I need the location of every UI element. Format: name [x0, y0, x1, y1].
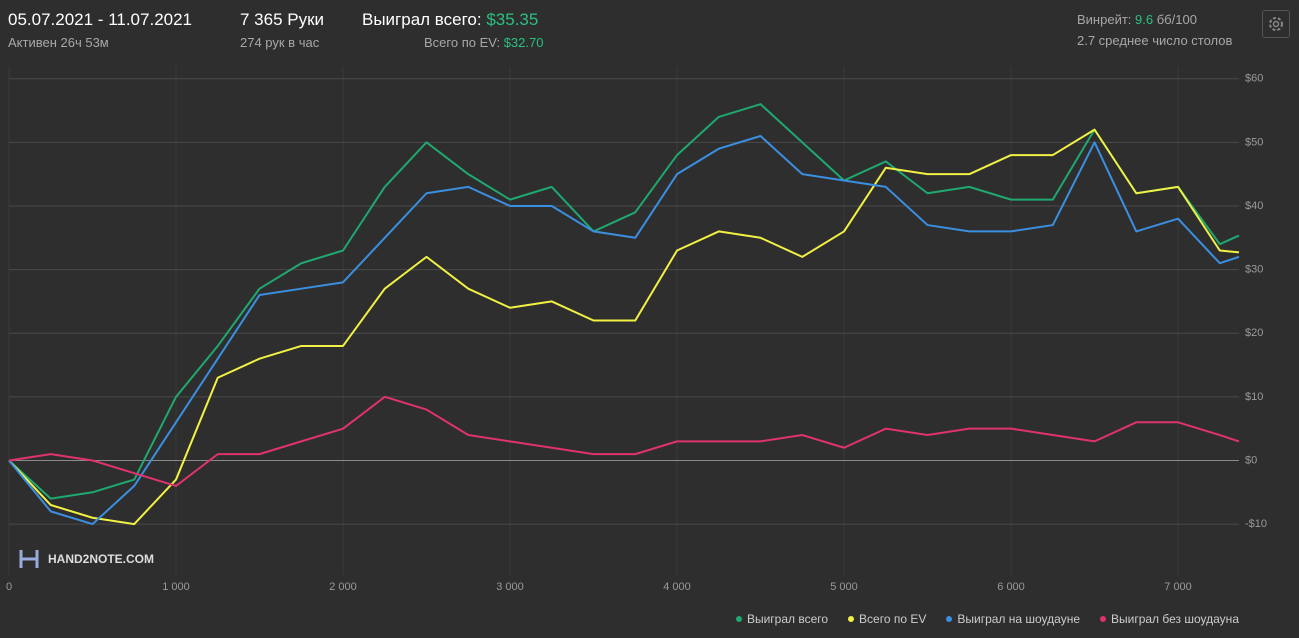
tables: 2.7 среднее число столов — [1077, 33, 1233, 48]
y-tick-label: $10 — [1245, 391, 1263, 403]
x-tick-label: 1 000 — [162, 581, 190, 593]
x-tick-label: 3 000 — [496, 581, 524, 593]
y-tick-label: -$10 — [1245, 518, 1267, 530]
legend: Выиграл всего Всего по EV Выиграл на шоуда… — [735, 612, 1239, 626]
legend-item[interactable]: Выиграл на шоудауне — [946, 612, 1080, 626]
y-tick-label: $50 — [1245, 136, 1263, 148]
series-line — [8, 134, 1240, 526]
hands: 7 365 Руки — [240, 10, 325, 29]
series-line — [8, 128, 1240, 526]
hands-per-hour: 274 рук в час — [240, 35, 320, 50]
x-tick-label: 4 000 — [663, 581, 691, 593]
dates: 05.07.2021 - 11.07.2021 — [8, 10, 193, 29]
legend-label: Выиграл всего — [746, 612, 829, 626]
winrate-value: 9.6 — [1135, 12, 1154, 27]
winrate-unit: бб/100 — [1156, 12, 1197, 27]
legend-label: Всего по EV — [859, 612, 927, 626]
y-tick-label: $0 — [1245, 454, 1257, 466]
legend-swatch — [946, 616, 953, 622]
legend-label: Выиграл без шоудауна — [1111, 612, 1239, 626]
series-line — [8, 395, 1240, 487]
y-tick-label: $30 — [1245, 264, 1263, 276]
legend-swatch — [735, 616, 742, 622]
logo-icon — [19, 550, 39, 568]
settings-button[interactable] — [1262, 10, 1290, 38]
x-tick-label: 5 000 — [830, 581, 858, 593]
x-tick-label: 0 — [6, 581, 12, 593]
x-tick-label: 7 000 — [1164, 581, 1192, 593]
y-tick-label: $40 — [1245, 200, 1263, 212]
ev-value: $32.70 — [503, 35, 544, 50]
gear-icon — [1269, 17, 1283, 31]
logo: HAND2NOTE.COM — [18, 548, 154, 570]
legend-swatch — [1100, 616, 1106, 622]
legend-swatch — [848, 616, 855, 622]
x-tick-label: 6 000 — [997, 581, 1025, 593]
winrate: Винрейт: 9.6 бб/100 — [1077, 12, 1197, 27]
series-line — [8, 103, 1240, 500]
winrate-label: Винрейт: — [1077, 12, 1132, 27]
x-tick-label: 2 000 — [329, 581, 357, 593]
y-tick-label: $60 — [1245, 73, 1263, 85]
legend-label: Выиграл на шоудауне — [957, 612, 1080, 626]
won-value: $35.35 — [486, 10, 539, 29]
y-tick-label: $20 — [1245, 327, 1263, 339]
legend-item[interactable]: Выиграл всего — [735, 612, 829, 626]
ev-label: Всего по EV: — [424, 35, 501, 50]
legend-item[interactable]: Выиграл без шоудауна — [1100, 612, 1239, 626]
won-label: Выиграл всего: — [362, 10, 482, 29]
won: Выиграл всего: $35.35 — [362, 10, 538, 30]
active: Активен 26ч 53м — [8, 35, 109, 50]
logo-text: HAND2NOTE.COM — [48, 552, 155, 566]
legend-item[interactable]: Всего по EV — [848, 612, 926, 626]
ev: Всего по EV: $32.70 — [424, 35, 543, 50]
